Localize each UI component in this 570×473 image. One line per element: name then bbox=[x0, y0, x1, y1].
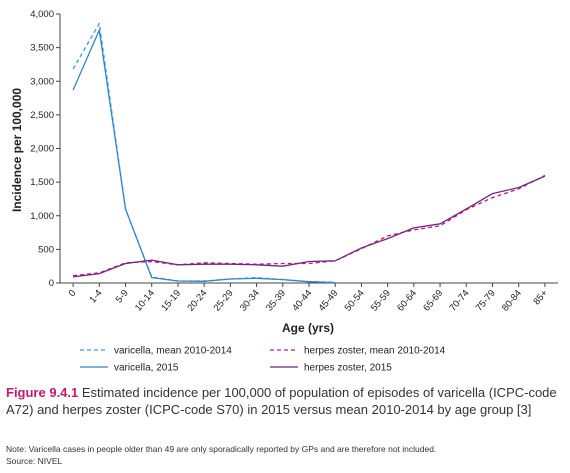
x-tick-label: 55-59 bbox=[369, 288, 393, 314]
legend-label: herpes zoster, 2015 bbox=[304, 363, 392, 374]
x-axis-title: Age (yrs) bbox=[282, 321, 334, 335]
x-tick-label: 35-39 bbox=[264, 288, 288, 314]
series-line-2 bbox=[72, 29, 336, 284]
series-line-4 bbox=[73, 175, 546, 278]
y-tick-label: 1,500 bbox=[30, 177, 54, 188]
figure-caption-text: Estimated incidence per 100,000 of popul… bbox=[6, 385, 557, 417]
y-axis: 0 500 1,000 1,500 2,000 2,500 3,000 3,500 4,000 bbox=[30, 9, 61, 289]
legend-label: varicella, mean 2010-2014 bbox=[114, 346, 232, 357]
x-tick-label: 85+ bbox=[531, 288, 550, 308]
incidence-line-chart: 05001,0001,5002,0002,5003,0003,5004,000 … bbox=[10, 9, 558, 374]
x-tick-label: 1-4 bbox=[87, 288, 104, 306]
figure-caption: Figure 9.4.1 Estimated incidence per 100… bbox=[6, 384, 562, 418]
x-tick-label: 20-24 bbox=[185, 288, 209, 314]
y-axis-title: Incidence per 100,000 bbox=[10, 88, 24, 212]
x-tick-label: 70-74 bbox=[448, 288, 472, 314]
x-tick-label: 75-79 bbox=[474, 288, 498, 314]
x-tick-label: 30-34 bbox=[238, 288, 262, 314]
y-tick-label: 2,500 bbox=[30, 110, 54, 121]
x-tick-label: 25-29 bbox=[212, 288, 236, 314]
y-tick-label: 500 bbox=[38, 244, 54, 255]
series-line-1 bbox=[72, 22, 336, 283]
y-tick-label: 2,000 bbox=[30, 144, 54, 155]
legend: varicella, mean 2010-2014 herpes zoster, … bbox=[80, 346, 446, 374]
series-layer bbox=[72, 22, 546, 284]
y-tick-label: 0 bbox=[49, 278, 54, 289]
y-tick-label: 3,000 bbox=[30, 76, 54, 87]
figure-source: Source: NIVEL bbox=[6, 456, 63, 466]
y-tick-label: 1,000 bbox=[30, 211, 54, 222]
legend-label: herpes zoster, mean 2010-2014 bbox=[304, 346, 446, 357]
x-tick-label: 45-49 bbox=[316, 288, 340, 314]
x-tick-label: 60-64 bbox=[395, 288, 419, 314]
x-axis: 0 1-4 5-9 10-14 15-19 20-24 25-29 30-34 35-39 40-… bbox=[60, 282, 558, 314]
x-tick-label: 40-44 bbox=[290, 288, 314, 314]
x-tick-label: 65-69 bbox=[421, 288, 445, 314]
y-tick-label: 4,000 bbox=[30, 9, 54, 20]
x-tick-label: 0 bbox=[67, 288, 79, 299]
x-tick-label: 50-54 bbox=[343, 288, 367, 314]
x-tick-label: 80-84 bbox=[500, 288, 524, 314]
y-tick-label: 3,500 bbox=[30, 43, 54, 54]
figure-note: Note: Varicella cases in people older th… bbox=[6, 444, 437, 454]
legend-label: varicella, 2015 bbox=[114, 363, 179, 374]
x-tick-label: 10-14 bbox=[133, 288, 157, 314]
figure-label: Figure 9.4.1 bbox=[6, 385, 79, 400]
x-tick-label: 15-19 bbox=[159, 288, 183, 314]
x-tick-label: 5-9 bbox=[114, 288, 131, 306]
